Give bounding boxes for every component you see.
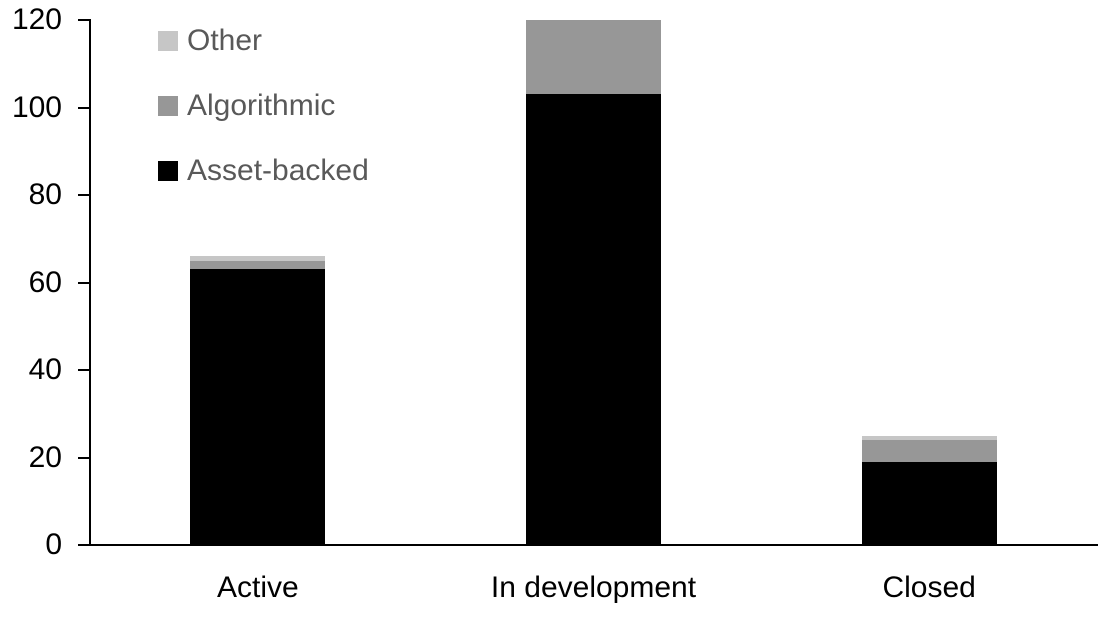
y-tick-label: 20: [28, 440, 62, 474]
y-tick-label: 60: [28, 265, 62, 299]
legend-item-algorithmic: Algorithmic: [158, 91, 335, 121]
legend-item-other: Other: [158, 26, 262, 56]
bar-active-algorithmic: [190, 260, 326, 270]
y-tick-mark: [78, 456, 89, 459]
bar-closed-algorithmic: [861, 440, 997, 462]
y-tick-mark: [78, 194, 89, 196]
bar-active-asset-backed: [190, 269, 326, 545]
bar-closed-asset-backed: [861, 461, 997, 545]
legend-label: Other: [187, 24, 263, 57]
bar-active-other: [190, 256, 326, 261]
bar-in-development-asset-backed: [526, 94, 661, 545]
bar-closed-other: [861, 435, 997, 440]
y-tick-label: 0: [45, 528, 62, 561]
bar-in-development-algorithmic: [526, 20, 661, 95]
x-category-label: Closed: [882, 571, 976, 604]
y-axis-line: [89, 19, 91, 546]
y-tick-mark: [78, 544, 89, 546]
x-category-label: Active: [216, 571, 299, 604]
y-tick-mark: [78, 369, 89, 371]
legend-label: Algorithmic: [187, 89, 336, 122]
y-tick-mark: [78, 281, 89, 284]
y-tick-mark: [78, 106, 89, 109]
x-axis-line: [89, 544, 1098, 546]
y-tick-label: 80: [28, 178, 62, 211]
algorithmic-swatch-icon: [158, 96, 178, 116]
legend-item-asset-backed: Asset-backed: [158, 156, 369, 186]
y-tick-mark: [78, 19, 89, 21]
y-tick-label: 100: [11, 90, 62, 124]
x-category-label: In development: [490, 571, 697, 604]
y-tick-label: 40: [28, 353, 62, 386]
asset-backed-swatch-icon: [158, 161, 178, 181]
legend-label: Asset-backed: [187, 154, 369, 187]
y-tick-label: 120: [11, 3, 62, 36]
other-swatch-icon: [158, 31, 178, 51]
